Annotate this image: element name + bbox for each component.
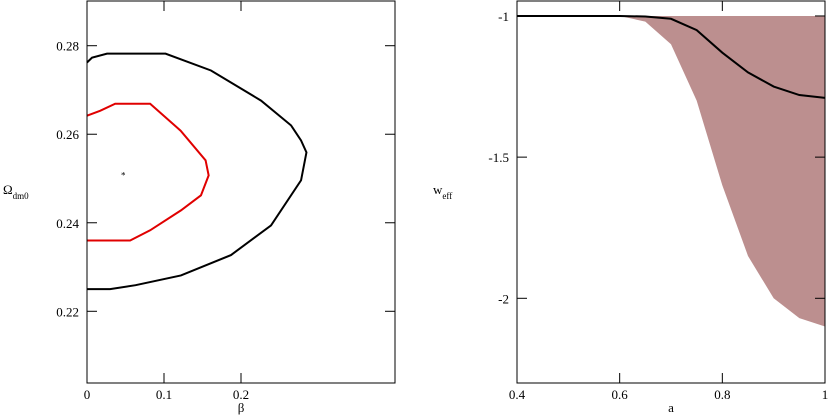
x-tick-label: 0.1 <box>156 387 172 402</box>
x-tick-label: 0.2 <box>233 387 249 402</box>
y-axis-label-main: w <box>433 182 443 197</box>
x-tick-label: 0.4 <box>509 387 526 402</box>
y-tick-label: -2 <box>498 291 509 306</box>
y-axis-label-main: Ω <box>3 182 13 197</box>
x-tick-label: 0.6 <box>612 387 629 402</box>
uncertainty-band <box>517 15 825 327</box>
y-axis-label: Ωdm0 <box>3 182 29 201</box>
y-tick-label: -1 <box>498 9 509 24</box>
x-tick-label: 0.8 <box>714 387 730 402</box>
y-tick-label: 0.26 <box>56 127 79 142</box>
x-axis-label: β <box>238 400 245 415</box>
y-tick-label: -1.5 <box>488 150 509 165</box>
best-fit-marker: * <box>121 171 126 181</box>
panel: 0.4 0.6 0.8 1 -2 -1.5 -1 a weff <box>433 0 829 415</box>
line <box>517 14 826 99</box>
y-tick-label: 0.22 <box>56 304 79 319</box>
contour-line <box>86 52 308 291</box>
contour-line <box>86 102 210 242</box>
plot-frame <box>516 0 826 384</box>
x-tick-label: 0 <box>84 387 91 402</box>
y-axis-label-sub: eff <box>442 191 452 201</box>
panel: * 0 0.1 0.2 0.22 0.24 0.26 0.28 β Ωdm0 <box>3 0 396 415</box>
y-axis-label: weff <box>433 182 452 201</box>
x-axis-label: a <box>668 400 674 415</box>
y-axis-label-sub: dm0 <box>13 191 30 201</box>
y-tick-label: 0.28 <box>56 39 79 54</box>
plot-frame <box>86 0 396 384</box>
y-tick-label: 0.24 <box>56 216 79 231</box>
x-tick-label: 1 <box>822 387 829 402</box>
